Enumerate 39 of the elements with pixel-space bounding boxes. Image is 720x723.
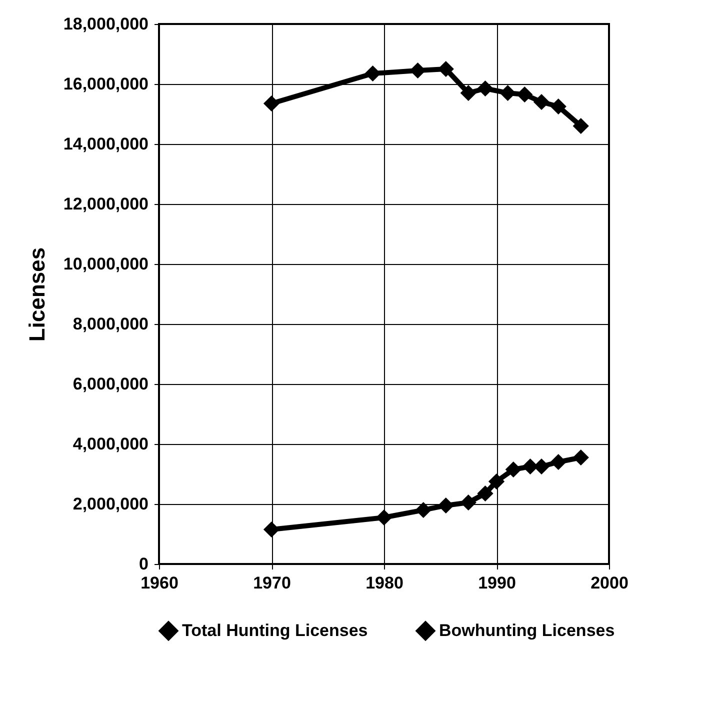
- y-tick-label: 4,000,000: [72, 434, 148, 454]
- y-tick-label: 10,000,000: [63, 254, 148, 274]
- point: [500, 84, 516, 102]
- y-tick-label: 8,000,000: [72, 314, 148, 334]
- x-tick-label: 1960: [140, 574, 178, 592]
- y-tick-label: 0: [139, 554, 148, 574]
- point: [460, 84, 476, 102]
- point: [263, 95, 280, 112]
- y-tick-label: 6,000,000: [72, 374, 148, 394]
- x-tick-label: 1980: [366, 574, 404, 592]
- point: [550, 98, 566, 115]
- point: [438, 497, 454, 514]
- point: [488, 473, 505, 490]
- point: [572, 118, 589, 134]
- point: [477, 80, 494, 97]
- point: [376, 509, 392, 526]
- point: [550, 454, 566, 470]
- y-tick-label: 14,000,000: [63, 134, 148, 154]
- y-tick-label: 2,000,000: [72, 494, 148, 514]
- point: [572, 449, 589, 466]
- y-tick-label: 16,000,000: [63, 74, 148, 94]
- point: [533, 94, 550, 110]
- legend-label: Total Hunting Licenses: [182, 620, 368, 640]
- y-tick-label: 12,000,000: [63, 194, 148, 214]
- legend-label: Bowhunting Licenses: [439, 620, 615, 640]
- x-tick-label: 1970: [253, 574, 291, 592]
- y-tick-label: 18,000,000: [63, 14, 148, 34]
- point: [410, 62, 426, 79]
- x-tick-label: 2000: [590, 574, 628, 592]
- point: [477, 485, 494, 502]
- y-axis-title: Licenses: [24, 247, 50, 342]
- point: [415, 502, 432, 518]
- point: [505, 461, 522, 478]
- point: [460, 494, 476, 511]
- point: [364, 65, 381, 82]
- point: [438, 60, 454, 78]
- point: [263, 521, 280, 538]
- x-tick-label: 1990: [478, 574, 516, 592]
- point: [516, 86, 533, 103]
